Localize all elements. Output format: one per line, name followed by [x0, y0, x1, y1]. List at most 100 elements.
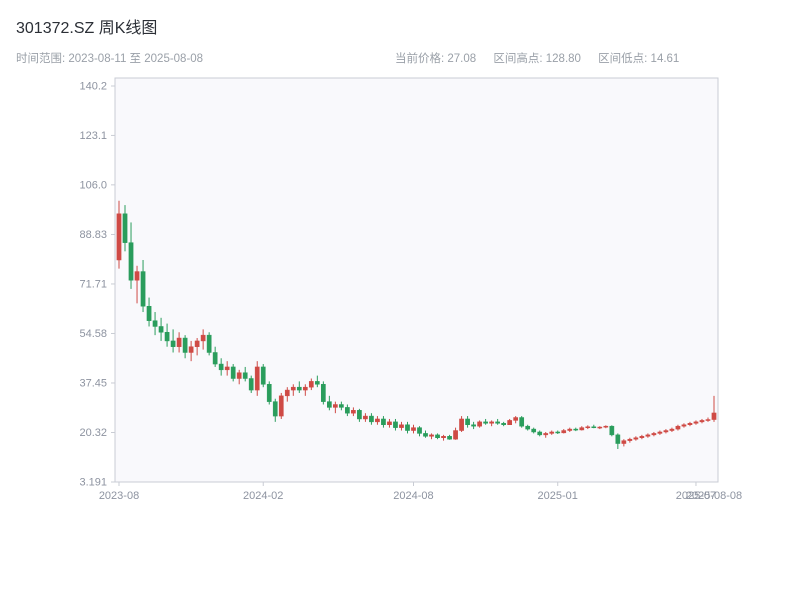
candle-body-down — [609, 425, 615, 436]
candle-body-up — [603, 425, 609, 428]
candle-body-down — [345, 407, 350, 414]
candle-body-down — [152, 320, 158, 327]
candle-body-up — [657, 431, 663, 434]
candle-body-down — [140, 271, 146, 307]
candle-body-down — [164, 332, 170, 342]
candle-body-down — [393, 421, 398, 428]
candle-body-down — [555, 431, 561, 434]
candle-body-up — [513, 417, 519, 421]
candle-body-up — [453, 430, 458, 440]
candle-body-down — [230, 366, 236, 379]
candle-body-down — [405, 424, 410, 431]
candle-body-down — [260, 366, 266, 385]
candle-body-up — [134, 271, 140, 281]
candle-body-up — [585, 426, 591, 429]
candle-body-down — [495, 421, 500, 424]
candle-body-down — [357, 410, 362, 420]
x-tick-label: 2025-01 — [538, 490, 578, 502]
candle-body-up — [621, 440, 627, 444]
candle-body-up — [699, 420, 705, 423]
price-stats: 当前价格: 27.08 区间高点: 128.80 区间低点: 14.61 — [395, 50, 693, 66]
y-tick-label: 3.191 — [79, 477, 107, 489]
candle-body-up — [489, 421, 494, 424]
candle-body-down — [170, 340, 176, 347]
candle-body-up — [579, 427, 585, 431]
candle-body-up — [290, 386, 296, 391]
candle-body-down — [327, 401, 332, 408]
candle-body-up — [507, 420, 513, 425]
candle-body-down — [272, 401, 278, 417]
x-tick-label: 2023-08 — [99, 490, 139, 502]
candle-body-up — [663, 430, 669, 433]
x-tick-label: 2024-02 — [243, 490, 283, 502]
candle-body-up — [194, 340, 200, 347]
candle-body-up — [333, 404, 338, 408]
candle-body-up — [188, 346, 194, 353]
y-tick-label: 88.83 — [79, 229, 107, 241]
y-tick-label: 54.58 — [79, 328, 107, 340]
candle-body-up — [116, 213, 122, 261]
candle-body-down — [537, 431, 543, 436]
candle-body-up — [387, 421, 392, 425]
y-tick-label: 123.1 — [79, 130, 107, 142]
candle-body-down — [525, 425, 531, 430]
candle-body-down — [447, 436, 452, 440]
candle-body-down — [531, 428, 537, 433]
candle-body-down — [423, 433, 428, 437]
candle-body-up — [375, 418, 380, 423]
candle-body-up — [284, 389, 290, 397]
candle-body-down — [435, 434, 440, 439]
candle-body-up — [549, 431, 555, 434]
candle-body-down — [501, 423, 507, 425]
candle-body-down — [519, 417, 525, 427]
candle-body-down — [212, 352, 218, 365]
range-low-value: 14.61 — [650, 53, 680, 65]
candle-body-down — [158, 326, 164, 333]
candle-body-down — [266, 384, 272, 402]
candle-body-up — [351, 410, 356, 414]
candle-body-down — [471, 424, 476, 427]
candle-body-up — [645, 434, 651, 437]
candle-body-up — [236, 372, 242, 379]
candle-body-up — [399, 424, 404, 428]
candle-body-down — [417, 427, 422, 434]
candle-body-down — [296, 386, 302, 391]
candle-body-up — [633, 437, 639, 440]
candle-body-up — [224, 366, 230, 371]
y-tick-label: 71.71 — [79, 278, 107, 290]
candle-body-down — [206, 334, 212, 353]
candle-body-up — [308, 381, 314, 388]
candle-body-down — [615, 434, 621, 444]
range-high-value: 128.80 — [545, 53, 581, 65]
current-price-stat: 当前价格: 27.08 — [395, 53, 477, 65]
candle-body-up — [363, 415, 368, 420]
candle-body-up — [705, 419, 711, 421]
page-title: 301372.SZ 周K线图 — [16, 20, 158, 37]
candle-body-down — [339, 404, 344, 408]
candle-body-up — [441, 436, 446, 439]
y-tick-label: 106.0 — [79, 179, 107, 191]
candle-body-up — [597, 426, 603, 429]
candle-body-down — [242, 372, 248, 379]
candle-body-up — [693, 421, 699, 424]
candle-body-up — [200, 334, 206, 342]
candle-body-up — [543, 433, 549, 436]
candle-body-up — [459, 418, 464, 431]
candle-body-up — [639, 436, 645, 439]
candle-body-down — [320, 384, 326, 402]
candle-body-down — [314, 381, 320, 385]
candle-body-up — [302, 386, 308, 391]
candle-body-down — [218, 363, 224, 371]
candle-body-up — [687, 423, 693, 425]
current-price-value: 27.08 — [447, 53, 477, 65]
x-tick-label: 2024-08 — [393, 490, 433, 502]
candle-body-down — [122, 213, 128, 243]
candle-body-up — [675, 425, 681, 430]
y-tick-label: 140.2 — [79, 81, 107, 93]
plot-area — [114, 77, 719, 483]
y-tick-label: 37.45 — [79, 377, 107, 389]
candle-body-up — [681, 424, 687, 427]
candle-body-up — [651, 433, 657, 436]
candle-body-up — [429, 434, 434, 437]
